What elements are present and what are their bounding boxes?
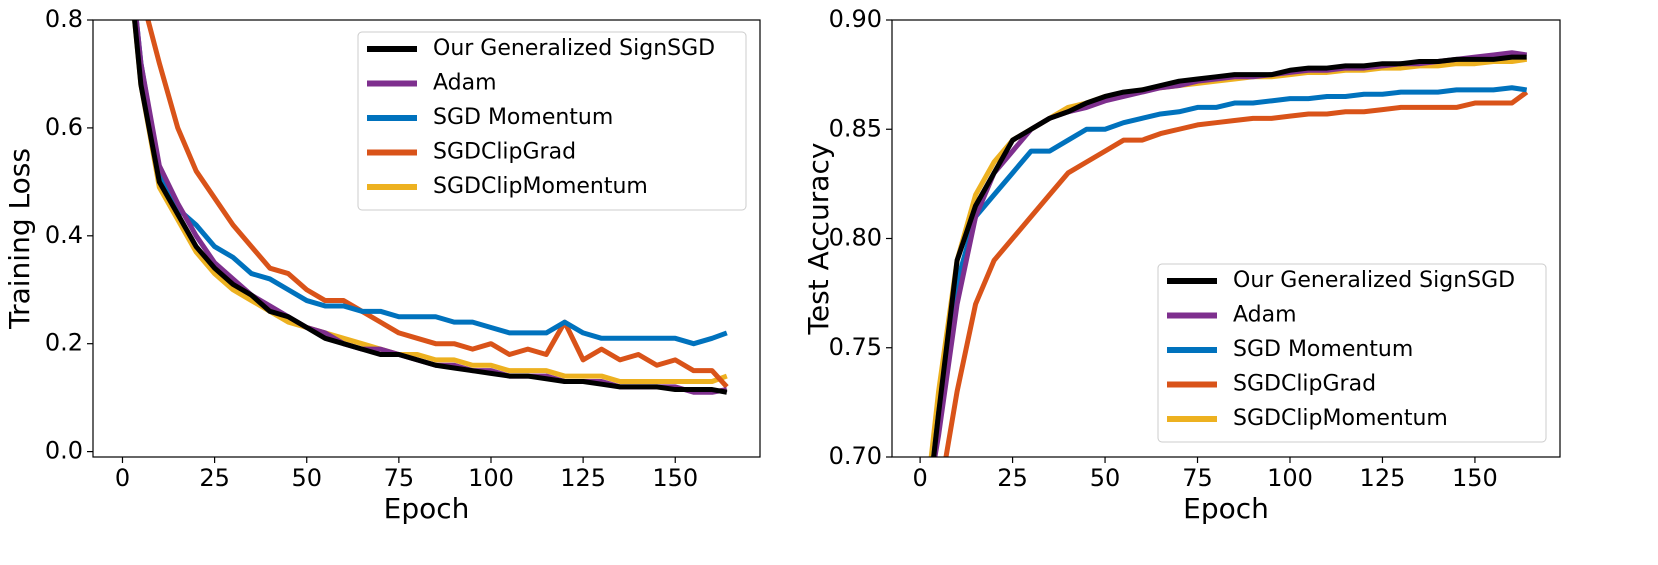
legend-label: Our Generalized SignSGD [1233,268,1515,293]
x-tick-label: 75 [1182,464,1213,492]
line-series [132,20,728,384]
y-tick-label: 0.75 [829,333,882,361]
legend-label: Adam [433,71,497,96]
legend-label: SGD Momentum [1233,337,1413,362]
x-tick-label: 150 [1452,464,1498,492]
y-tick-label: 0.6 [45,113,83,141]
y-tick-label: 0.8 [45,5,83,33]
y-tick-label: 0.4 [45,221,83,249]
x-axis-label: Epoch [384,492,470,525]
x-axis-label: Epoch [1183,492,1269,525]
line-series [145,20,729,389]
plot-area [928,50,1529,457]
y-tick-label: 0.85 [829,114,882,142]
y-axis-label: Training Loss [3,148,36,330]
x-tick-label: 50 [1090,464,1121,492]
y-tick-label: 0.90 [829,5,882,33]
x-tick-label: 25 [997,464,1028,492]
x-tick-label: 50 [291,464,322,492]
legend-box [1157,263,1547,443]
legend-label: SGDClipMomentum [433,174,648,199]
x-tick-label: 125 [560,464,606,492]
line-series [931,54,1527,457]
x-tick-label: 0 [912,464,927,492]
legend-label: SGDClipGrad [433,140,576,165]
subplot: 0 25 50 75 100 125 150 0.70 0.75 0.80 0.85 0.90 Epoc… [802,5,1561,525]
x-tick-label: 100 [468,464,514,492]
line-series [931,85,1528,457]
x-tick-label: 75 [384,464,415,492]
line-series [132,20,728,395]
legend-box [357,31,747,211]
y-tick-label: 0.70 [829,442,882,470]
legend-label: SGDClipGrad [1233,372,1376,397]
x-tick-label: 125 [1360,464,1406,492]
subplot: 0 25 50 75 100 125 150 0.0 0.2 0.4 0.6 0.8 Epoch Trai… [3,5,761,525]
line-series [943,90,1529,457]
legend-label: SGDClipMomentum [1233,406,1448,431]
legend-label: Our Generalized SignSGD [433,36,715,61]
axes-frame [92,19,761,458]
y-tick-label: 0.2 [45,329,83,357]
x-tick-label: 150 [652,464,698,492]
x-tick-label: 25 [199,464,230,492]
legend-label: SGD Momentum [433,105,613,130]
legend-label: Adam [1233,303,1297,328]
y-axis-label: Test Accuracy [802,143,835,336]
x-tick-label: 0 [115,464,130,492]
x-tick-label: 100 [1267,464,1313,492]
plot-area [132,20,729,395]
y-tick-label: 0.0 [45,437,83,465]
line-series [133,20,728,347]
y-tick-label: 0.80 [829,224,882,252]
legend: Our Generalized SignSGD Adam SGD Momentum S… [1157,263,1547,443]
legend: Our Generalized SignSGD Adam SGD Momentum S… [357,31,747,211]
